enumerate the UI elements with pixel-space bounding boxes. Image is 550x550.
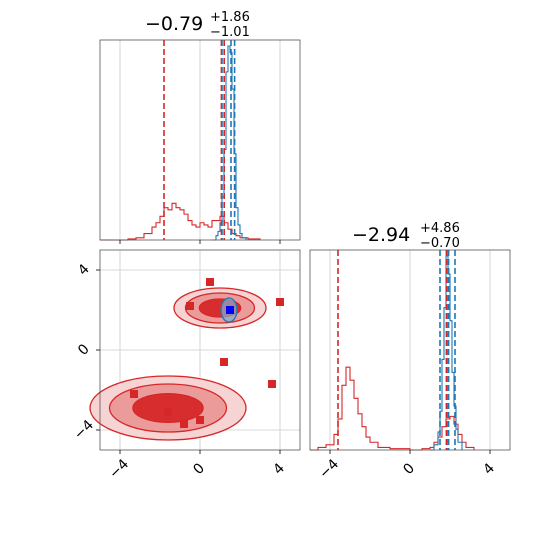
hist-param-2-xtick-label-0: −4 [316,456,342,482]
scatter-ytick-label-0: −4 [71,417,97,443]
red-point-5 [130,390,138,398]
title-param-1-plus: +1.86 [210,10,250,25]
title-param-2-plus: +4.86 [420,221,460,236]
red-point-8 [196,416,204,424]
hist-param-1-red-histogram [100,202,261,241]
scatter-ytick-label-1: 0 [75,341,93,359]
title-param-2: −2.94 +4.86 −0.70 [352,221,460,251]
scatter-panel: −4 0 4 −4 0 4 [71,249,301,482]
hist-panel-param-1 [99,39,301,244]
hist-panel-param-2: −4 0 4 [309,249,511,482]
hist-param-2-xtick-label-1: 0 [400,460,418,478]
scatter-xtick-label-2: 4 [270,460,288,478]
title-param-2-value: −2.94 [352,224,410,246]
red-point-4 [268,380,276,388]
red-point-2 [276,298,284,306]
red-point-7 [180,420,188,428]
title-param-1-minus: −1.01 [210,25,250,40]
title-param-1: −0.79 +1.86 −1.01 [145,10,250,40]
scatter-xtick-label-0: −4 [106,456,132,482]
hist-param-2-red-histogram [310,366,475,451]
scatter-ytick-label-2: 4 [75,261,93,279]
red-point-1 [186,302,194,310]
hist-param-2-xtick-label-2: 4 [480,460,498,478]
title-param-1-value: −0.79 [145,13,203,35]
scatter-xtick-label-1: 0 [190,460,208,478]
red-point-0 [206,278,214,286]
title-param-2-minus: −0.70 [420,236,460,251]
blue-point-0 [226,306,234,314]
hist-param-1-blue-histogram [212,45,247,241]
red-point-6 [164,408,172,416]
red-point-3 [220,358,228,366]
